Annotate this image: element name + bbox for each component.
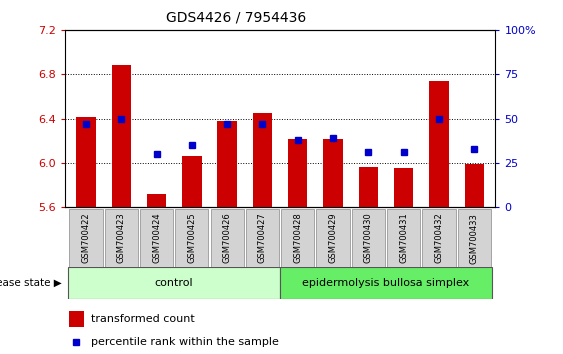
Bar — [68, 267, 280, 299]
Text: epidermolysis bullosa simplex: epidermolysis bullosa simplex — [302, 278, 470, 288]
Bar — [359, 167, 378, 207]
Bar — [211, 209, 244, 267]
Bar — [253, 113, 272, 207]
Text: disease state ▶: disease state ▶ — [0, 278, 62, 288]
Text: percentile rank within the sample: percentile rank within the sample — [91, 337, 279, 348]
Bar — [69, 311, 84, 326]
Text: GSM700422: GSM700422 — [82, 213, 91, 263]
Text: GSM700429: GSM700429 — [329, 213, 338, 263]
Bar — [352, 209, 385, 267]
Text: GSM700425: GSM700425 — [187, 213, 196, 263]
Bar — [429, 81, 449, 207]
Bar — [288, 138, 307, 207]
Bar — [76, 118, 96, 207]
Text: GSM700426: GSM700426 — [222, 213, 231, 263]
Text: GSM700430: GSM700430 — [364, 213, 373, 263]
Bar — [387, 209, 420, 267]
Text: GDS4426 / 7954436: GDS4426 / 7954436 — [166, 11, 307, 25]
Text: GSM700427: GSM700427 — [258, 213, 267, 263]
Bar — [147, 194, 166, 207]
Bar — [105, 209, 138, 267]
Bar — [217, 121, 237, 207]
Bar — [323, 138, 343, 207]
Text: control: control — [155, 278, 194, 288]
Bar — [464, 164, 484, 207]
Bar — [422, 209, 455, 267]
Text: GSM700423: GSM700423 — [117, 213, 126, 263]
Bar — [182, 156, 202, 207]
Bar — [246, 209, 279, 267]
Text: GSM700431: GSM700431 — [399, 213, 408, 263]
Bar — [69, 209, 102, 267]
Bar — [140, 209, 173, 267]
Text: GSM700432: GSM700432 — [435, 213, 444, 263]
Bar — [175, 209, 208, 267]
Text: GSM700433: GSM700433 — [470, 213, 479, 263]
Bar — [458, 209, 491, 267]
Bar — [394, 169, 413, 207]
Text: GSM700428: GSM700428 — [293, 213, 302, 263]
Bar — [280, 267, 492, 299]
Text: transformed count: transformed count — [91, 314, 194, 324]
Bar — [111, 65, 131, 207]
Bar — [316, 209, 350, 267]
Text: GSM700424: GSM700424 — [152, 213, 161, 263]
Bar — [281, 209, 314, 267]
